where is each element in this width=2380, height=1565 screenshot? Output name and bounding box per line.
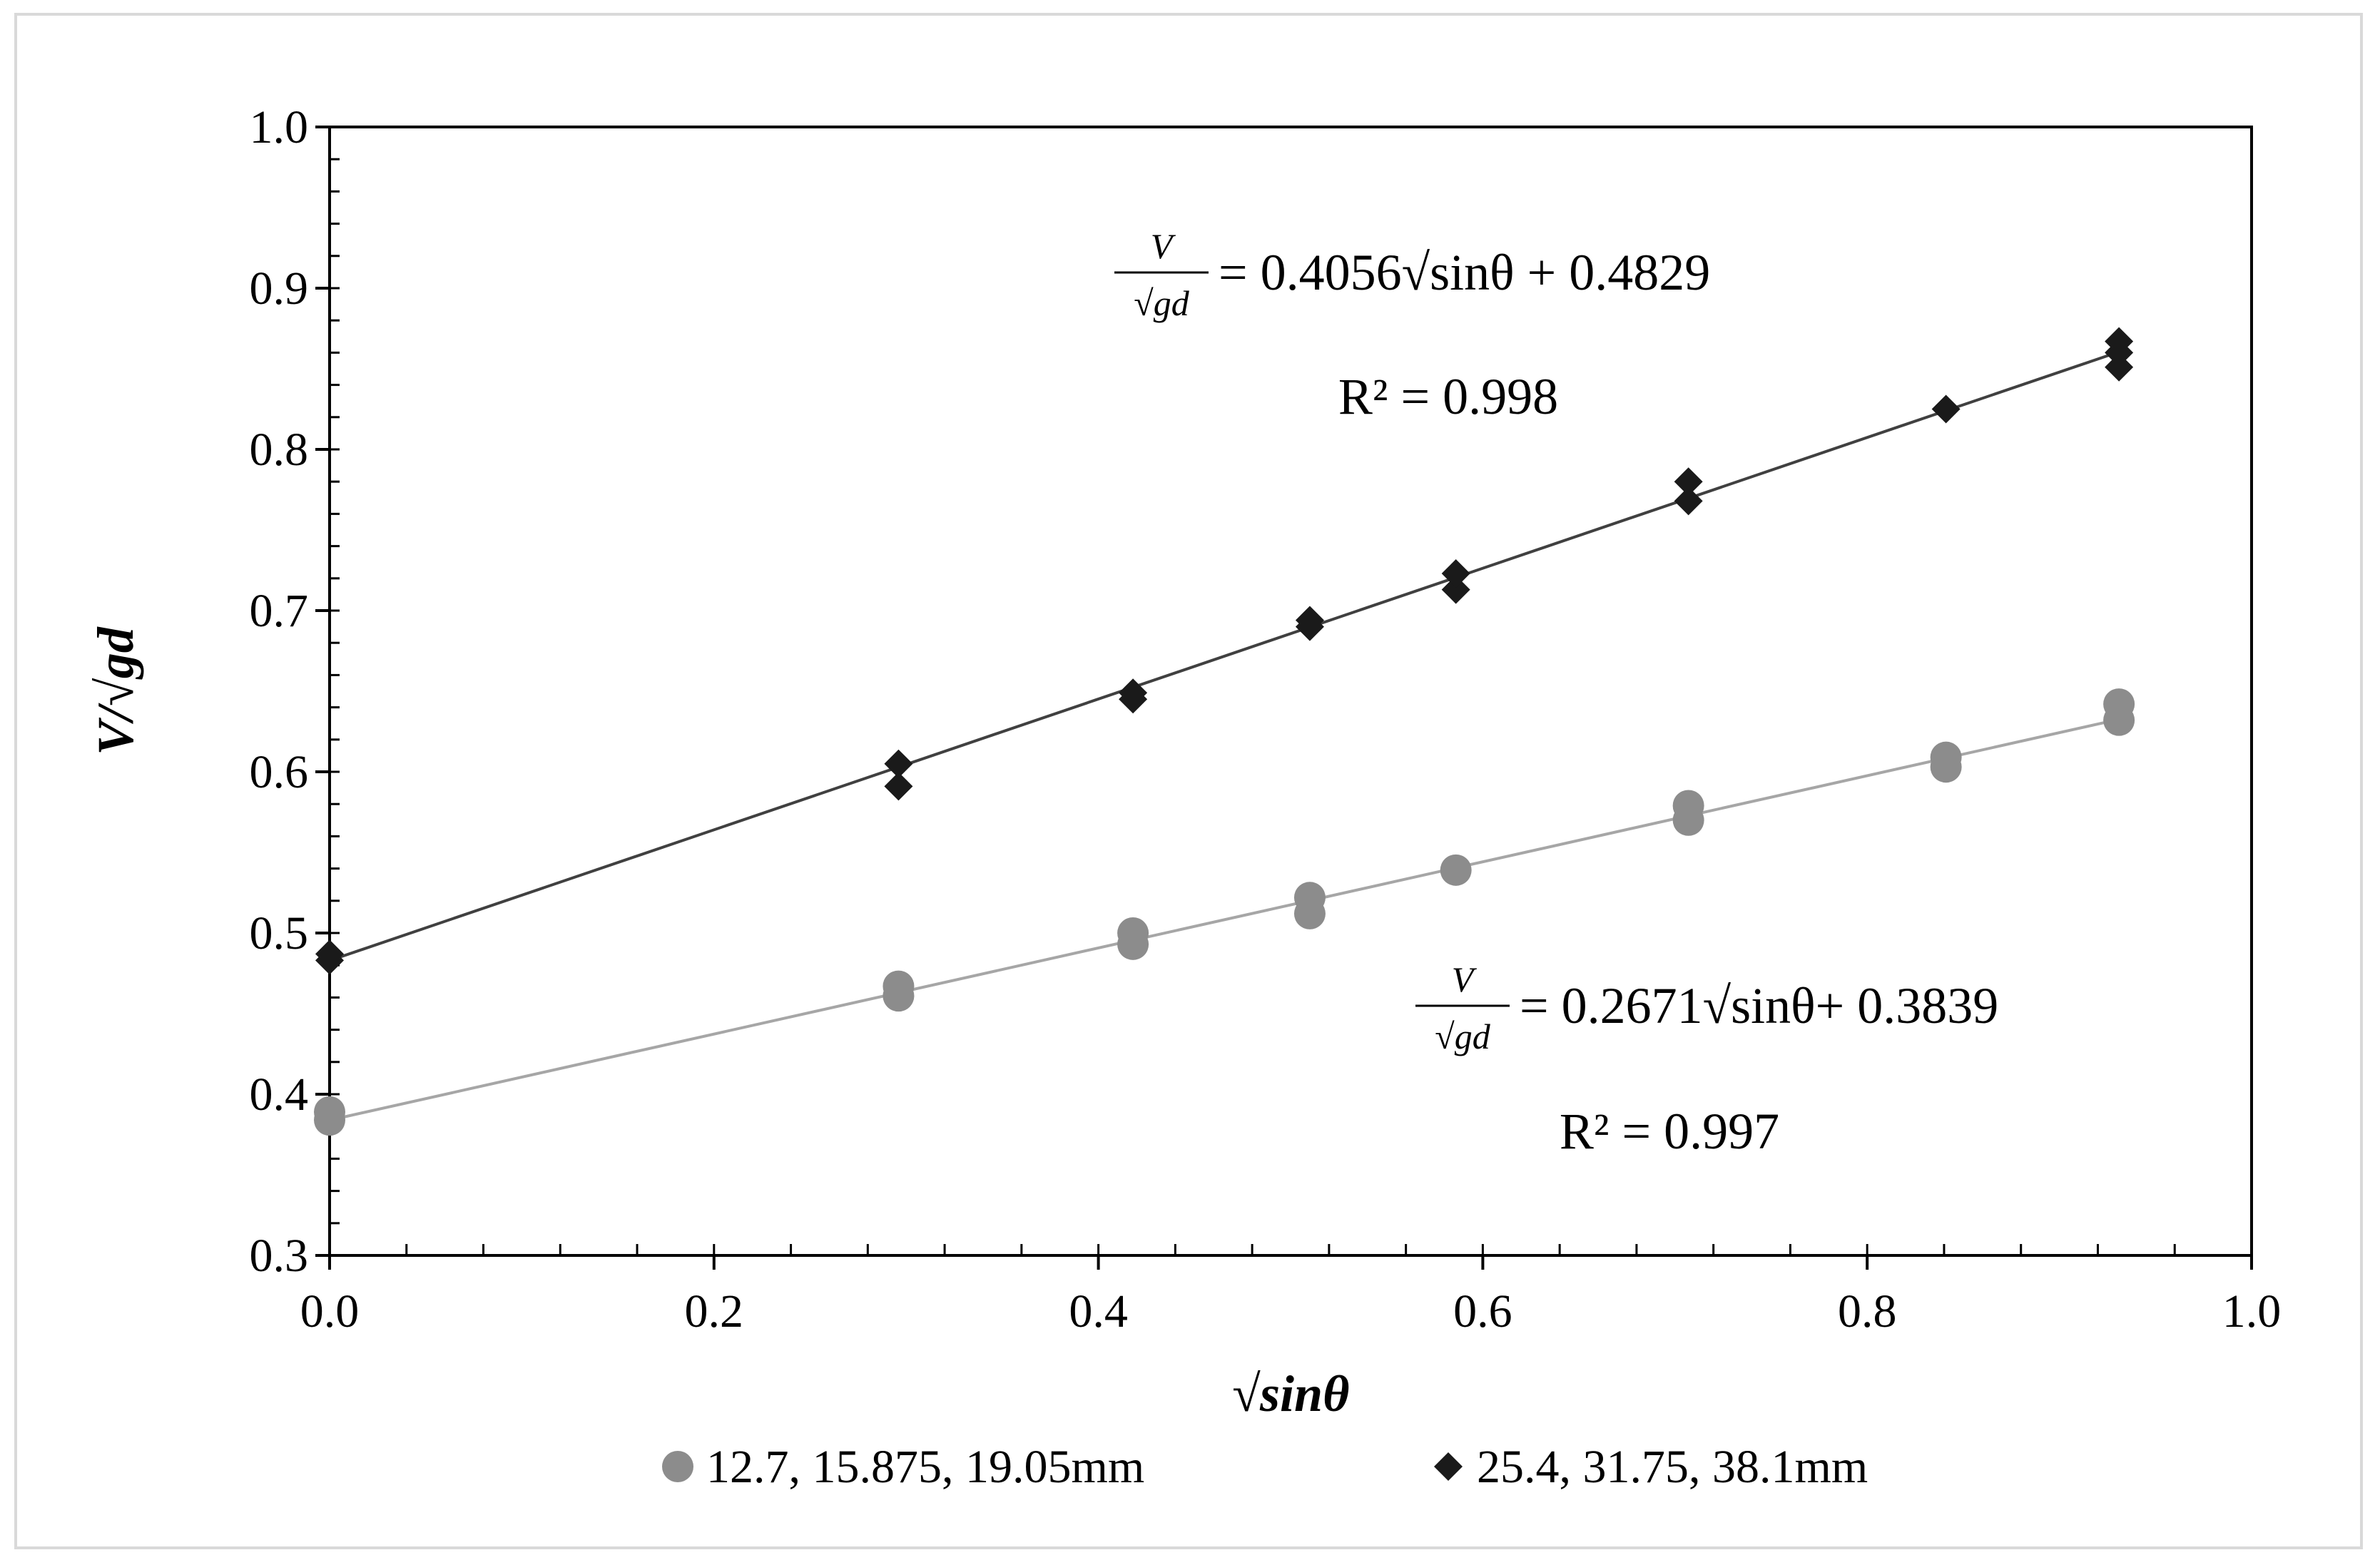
y-tick-label: 0.4 <box>250 1069 309 1121</box>
data-point-series-1 <box>2103 688 2135 720</box>
data-point-series-1 <box>1672 790 1704 822</box>
data-point-series-1 <box>1930 741 1962 773</box>
x-tick-label: 0.2 <box>685 1285 744 1337</box>
data-point-series-2 <box>315 939 344 969</box>
x-tick-label: 0.8 <box>1838 1285 1897 1337</box>
y-axis-title: V/√gd <box>87 626 144 755</box>
plot-area-border <box>328 126 2253 1257</box>
y-tick-label: 0.6 <box>250 746 309 798</box>
legend-label-series-2: 25.4, 31.75, 38.1mm <box>1477 1441 1868 1493</box>
x-tick-label: 1.0 <box>2222 1285 2282 1337</box>
y-tick-label: 0.7 <box>250 585 309 637</box>
x-axis-title: √sinθ <box>1232 1365 1350 1422</box>
data-point-series-1 <box>314 1096 345 1128</box>
y-tick-label: 0.8 <box>250 424 309 476</box>
y-tick-label: 0.3 <box>250 1230 309 1282</box>
equation-r-squared: R² = 0.997 <box>1560 1103 1779 1160</box>
data-point-series-2 <box>1295 606 1324 635</box>
legend-marker-circle <box>662 1451 693 1482</box>
data-point-series-2 <box>884 749 913 778</box>
data-point-series-1 <box>1117 917 1149 949</box>
data-point-series-2 <box>884 772 913 801</box>
equation-rhs: = 0.4056√sinθ + 0.4829 <box>1219 244 1710 301</box>
data-point-series-1 <box>1440 854 1472 886</box>
trend-equation-1: V √gd = 0.2671√sinθ+ 0.3839 R² = 0.997 <box>1415 959 1998 1160</box>
data-point-series-2 <box>1441 559 1470 588</box>
data-point-series-1 <box>883 970 915 1002</box>
y-tick-label: 0.5 <box>250 907 309 959</box>
data-point-series-2 <box>2105 352 2134 382</box>
data-point-series-2 <box>2105 327 2134 356</box>
data-point-series-2 <box>1674 486 1703 516</box>
y-tick-label: 0.9 <box>250 262 309 315</box>
equation-denominator: √gd <box>1435 1016 1490 1056</box>
equation-r-squared: R² = 0.998 <box>1338 368 1558 425</box>
data-point-series-2 <box>1931 394 1961 424</box>
x-tick-label: 0.4 <box>1069 1285 1128 1337</box>
data-point-series-2 <box>1119 678 1148 708</box>
legend-marker-diamond <box>1434 1452 1463 1481</box>
trendline-1 <box>329 718 2120 1122</box>
legend: 12.7, 15.875, 19.05mm 25.4, 31.75, 38.1mm <box>662 1441 1868 1493</box>
equation-rhs: = 0.2671√sinθ+ 0.3839 <box>1520 977 1998 1034</box>
equation-denominator: √gd <box>1134 283 1189 323</box>
y-tick-label: 1.0 <box>250 101 309 153</box>
legend-label-series-1: 12.7, 15.875, 19.05mm <box>706 1441 1144 1493</box>
data-point-series-2 <box>1441 575 1470 604</box>
trend-equation-2: V √gd = 0.4056√sinθ + 0.4829 R² = 0.998 <box>1114 226 1710 425</box>
trendline-2 <box>329 350 2120 962</box>
data-point-series-2 <box>1674 467 1703 496</box>
x-tick-label: 0.0 <box>300 1285 360 1337</box>
data-point-series-1 <box>1293 882 1326 914</box>
equation-numerator: V <box>1151 226 1176 266</box>
equation-numerator: V <box>1452 959 1478 999</box>
x-tick-label: 0.6 <box>1453 1285 1512 1337</box>
figure-frame <box>14 13 2363 1549</box>
